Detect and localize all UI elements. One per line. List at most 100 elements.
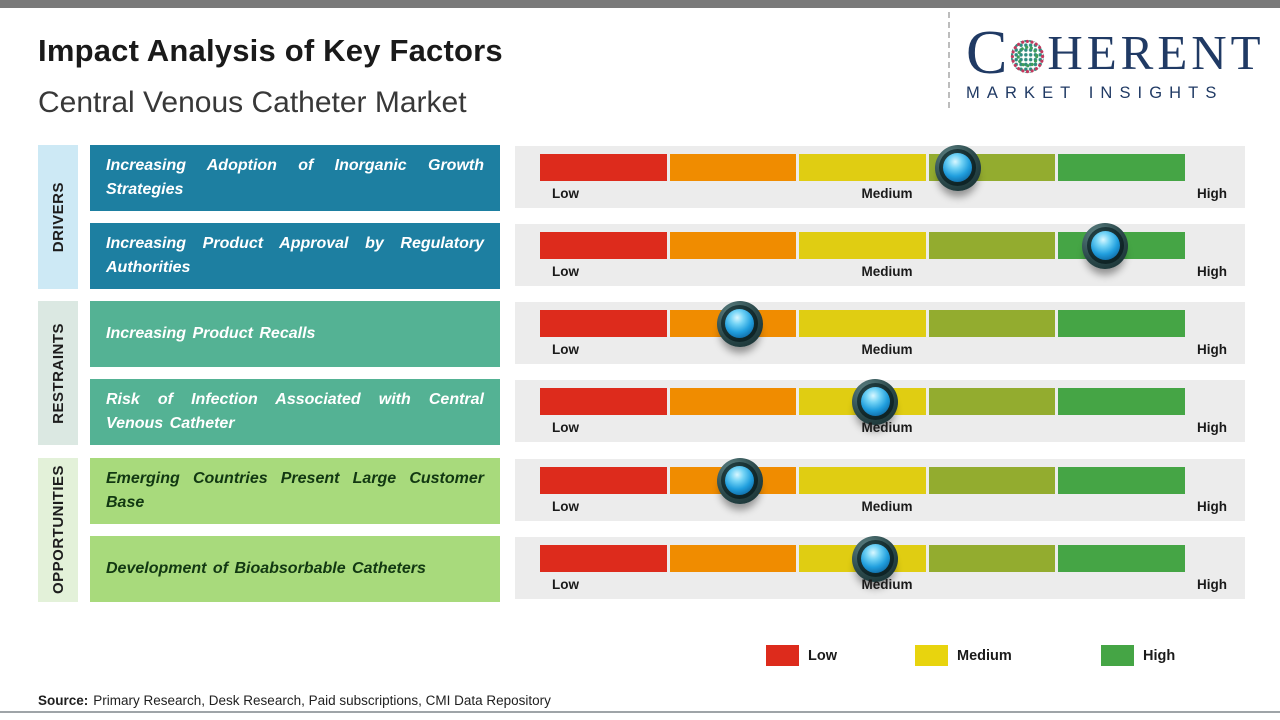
bar-segment-yellow (799, 467, 926, 494)
bar-segment-red (540, 545, 667, 572)
factor-text: Development of Bioabsorbable Catheters (106, 560, 426, 577)
legend-label-high: High (1143, 647, 1176, 664)
bar-segment-olive (928, 232, 1056, 259)
group-label-text: DRIVERS (49, 181, 67, 253)
bar-segment-olive (928, 310, 1056, 337)
impact-scale-row-2: Low Medium High (515, 222, 1245, 286)
bar-segment-green (1058, 310, 1185, 337)
bar-segment-orange (669, 232, 797, 259)
bar-segment-olive (928, 545, 1056, 572)
group-label-text: RESTRAINTS (49, 322, 67, 424)
impact-scale-row-1: Low Medium High (515, 144, 1245, 208)
impact-scale-row-5: Low Medium High (515, 457, 1245, 521)
bar-segment-red (540, 154, 667, 181)
scale-label-medium: Medium (861, 342, 913, 357)
impact-scale-row-4: Low Medium High (515, 378, 1245, 442)
bar-segment-red (540, 388, 667, 415)
factor-text: Increasing Adoption of Inorganic Growth … (106, 157, 484, 198)
impact-bar (540, 378, 1185, 425)
scale-label-high: High (1197, 264, 1227, 279)
impact-scale-row-6: Low Medium High (515, 535, 1245, 599)
brand-letters-herent: HERENT (1047, 25, 1265, 80)
factor-text: Increasing Product Recalls (106, 325, 316, 342)
scale-label-low: Low (552, 577, 579, 592)
group-label-drivers: DRIVERS (38, 145, 78, 289)
legend-swatch-low (766, 645, 799, 666)
impact-bar (540, 535, 1185, 582)
bar-segment-olive (928, 467, 1056, 494)
factor-box-2: Increasing Product Approval by Regulator… (90, 223, 500, 289)
bar-segment-olive (928, 388, 1056, 415)
impact-marker (1082, 222, 1129, 269)
scale-label-medium: Medium (861, 499, 913, 514)
legend: Low Medium High (766, 645, 1196, 669)
impact-marker (852, 378, 899, 425)
group-label-text: OPPORTUNITIES (49, 465, 67, 595)
legend-swatch-high (1101, 645, 1134, 666)
scale-label-medium: Medium (861, 264, 913, 279)
scale-label-low: Low (552, 186, 579, 201)
logo-divider-dashed-line (948, 12, 950, 108)
bar-segment-green (1058, 545, 1185, 572)
bar-segment-yellow (799, 310, 926, 337)
factor-box-5: Emerging Countries Present Large Custome… (90, 458, 500, 524)
legend-item-high: High (1101, 645, 1175, 666)
impact-bar (540, 222, 1185, 269)
bar-segment-red (540, 467, 667, 494)
brand-letter-c: C (966, 19, 1008, 87)
factor-text: Risk of Infection Associated with Centra… (106, 391, 484, 432)
legend-label-low: Low (808, 647, 837, 664)
scale-label-high: High (1197, 577, 1227, 592)
impact-scale-row-3: Low Medium High (515, 300, 1245, 364)
scale-label-low: Low (552, 342, 579, 357)
bar-segment-green (1058, 388, 1185, 415)
bar-segment-red (540, 310, 667, 337)
source-label: Source: (38, 693, 89, 708)
impact-bar (540, 144, 1185, 191)
bar-segment-red (540, 232, 667, 259)
source-text: Primary Research, Desk Research, Paid su… (93, 693, 551, 708)
impact-marker (716, 457, 763, 504)
source-line: Source: Primary Research, Desk Research, … (38, 693, 551, 708)
factor-box-1: Increasing Adoption of Inorganic Growth … (90, 145, 500, 211)
factor-box-4: Risk of Infection Associated with Centra… (90, 379, 500, 445)
legend-label-medium: Medium (957, 647, 1012, 664)
page-title: Impact Analysis of Key Factors (38, 33, 503, 68)
impact-marker (934, 144, 981, 191)
brand-tagline: MARKET INSIGHTS (966, 84, 1224, 102)
bottom-border-rule (0, 711, 1280, 713)
factor-box-6: Development of Bioabsorbable Catheters (90, 536, 500, 602)
bar-segment-green (1058, 467, 1185, 494)
legend-swatch-medium (915, 645, 948, 666)
brand-logo: C HERENT MARKET INSIGHTS (966, 19, 1266, 103)
page-subtitle: Central Venous Catheter Market (38, 86, 467, 119)
scale-label-medium: Medium (861, 420, 913, 435)
scale-label-medium: Medium (861, 577, 913, 592)
scale-label-low: Low (552, 420, 579, 435)
group-label-opportunities: OPPORTUNITIES (38, 458, 78, 602)
impact-marker (852, 535, 899, 582)
bar-segment-yellow (799, 232, 926, 259)
scale-label-high: High (1197, 499, 1227, 514)
legend-item-medium: Medium (915, 645, 1012, 666)
bar-segment-orange (669, 545, 797, 572)
impact-marker (716, 300, 763, 347)
logo-globe-icon (1011, 39, 1045, 73)
top-border-bar (0, 0, 1280, 8)
group-label-restraints: RESTRAINTS (38, 301, 78, 445)
impact-bar (540, 300, 1185, 347)
bar-segment-green (1058, 154, 1185, 181)
impact-bar (540, 457, 1185, 504)
scale-label-low: Low (552, 499, 579, 514)
factor-text: Increasing Product Approval by Regulator… (106, 235, 484, 276)
scale-label-high: High (1197, 186, 1227, 201)
scale-label-high: High (1197, 342, 1227, 357)
scale-label-medium: Medium (861, 186, 913, 201)
legend-item-low: Low (766, 645, 837, 666)
bar-segment-orange (669, 154, 797, 181)
scale-label-high: High (1197, 420, 1227, 435)
factor-box-3: Increasing Product Recalls (90, 301, 500, 367)
brand-wordmark: C HERENT (966, 19, 1266, 87)
bar-segment-yellow (799, 154, 926, 181)
